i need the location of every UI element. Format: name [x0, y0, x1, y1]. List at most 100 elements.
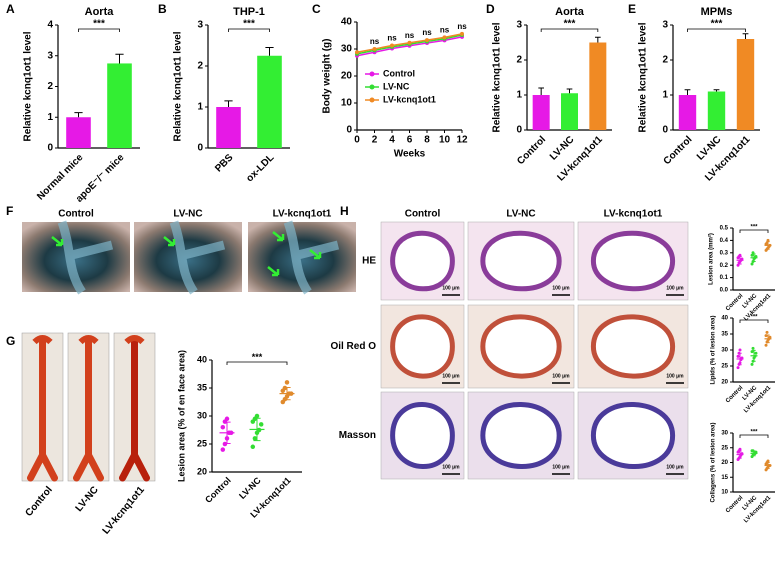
data-point [250, 444, 256, 450]
panel-letter: B [158, 2, 167, 16]
data-point [754, 351, 758, 355]
x-tick-label: Control [725, 495, 745, 515]
arrow [267, 266, 280, 277]
vessel-wall [590, 230, 676, 292]
error-bar [684, 89, 691, 95]
y-tick-label: 1 [47, 112, 53, 123]
annotation: ns [422, 28, 432, 37]
aorta [119, 336, 150, 482]
aorta-arch [32, 335, 53, 345]
y-tick-label: 20 [721, 460, 728, 466]
vessel [57, 220, 114, 295]
x-tick-label: Control [515, 134, 548, 167]
error-bar [713, 89, 720, 92]
x-tick-label: Control [725, 293, 745, 313]
significance-bracket [540, 28, 599, 32]
annotation: ns [405, 31, 415, 40]
y-axis-label: Relative kcnq1ot1 level [492, 22, 503, 132]
x-tick-label: 4 [389, 135, 395, 146]
data-point [252, 436, 258, 441]
bar [216, 107, 241, 148]
arrow [163, 236, 176, 247]
y-axis-label: Lesion area (mm²) [708, 233, 715, 285]
panel-letter: D [486, 2, 495, 16]
panel-letter: H [340, 204, 349, 218]
marker [355, 50, 359, 55]
x-tick-label: LV-NC [237, 475, 263, 501]
bar [707, 91, 726, 130]
error-bar [595, 36, 601, 43]
sd-bar [752, 253, 756, 262]
sd-bar [738, 450, 742, 459]
bar [257, 55, 282, 148]
aorta-arch [124, 335, 145, 345]
vessel [283, 220, 340, 295]
sd-bar [752, 450, 756, 457]
y-tick-label: 30 [197, 410, 207, 420]
scale-bar-label: 100 μm [442, 464, 460, 470]
y-tick-label: 0 [197, 143, 203, 154]
bar [678, 95, 697, 130]
scale-bar-label: 100 μm [666, 285, 684, 291]
y-axis-label: Lesion area (% of en face area) [176, 350, 186, 482]
data-point [738, 447, 742, 451]
significance-bracket [226, 361, 288, 365]
column-label: Control [405, 209, 441, 220]
error-bar [538, 87, 544, 95]
vessel-wall [390, 314, 455, 379]
photo-label: LV-kcnq1ot1 [101, 484, 147, 536]
chart-title: THP-1 [233, 6, 265, 18]
y-axis-label: Lipids (% of lesion area) [711, 315, 717, 384]
photo-label: LV-kcnq1ot1 [273, 209, 332, 220]
panel-letter: C [312, 2, 321, 16]
y-tick-label: 1 [197, 102, 203, 113]
significance-label: *** [93, 19, 105, 30]
error-bar [742, 33, 749, 39]
legend-marker [369, 97, 375, 103]
marker [372, 47, 377, 51]
error-bar [74, 112, 83, 118]
data-point [751, 346, 755, 350]
y-tick-label: 30 [721, 348, 728, 354]
bar [107, 63, 132, 148]
significance-label: *** [564, 19, 576, 30]
y-tick-label: 30 [341, 44, 353, 55]
y-tick-label: 2 [662, 55, 668, 66]
chart-title: MPMs [701, 6, 733, 18]
y-tick-label: 25 [721, 364, 728, 370]
y-tick-label: 0.1 [720, 275, 729, 281]
bar [561, 93, 578, 130]
significance-bracket [739, 319, 769, 323]
bar [736, 39, 755, 130]
x-tick-label: 12 [456, 135, 468, 146]
legend-marker [369, 71, 375, 77]
y-tick-label: 0.3 [720, 250, 729, 256]
arrow [51, 236, 64, 247]
legend-label: LV-NC [383, 81, 410, 91]
annotation: ns [387, 34, 397, 43]
x-axis-label: Weeks [394, 149, 426, 160]
sd-bar [738, 352, 742, 366]
y-tick-label: 2 [197, 61, 203, 72]
y-tick-label: 0 [346, 125, 352, 136]
sd-bar [738, 256, 742, 265]
y-tick-label: 20 [721, 380, 728, 386]
sd-bar [283, 386, 291, 401]
chart-title: Aorta [85, 6, 115, 18]
significance-bracket [228, 28, 270, 32]
marker [460, 31, 464, 36]
significance-bracket [739, 434, 769, 438]
data-point [768, 335, 772, 339]
y-tick-label: 35 [721, 332, 728, 338]
marker [425, 38, 429, 43]
y-tick-label: 35 [197, 382, 207, 392]
data-point [736, 366, 740, 370]
photo-label: LV-NC [74, 485, 101, 514]
panel-letter: F [6, 204, 13, 218]
y-axis-label: Relative kcnq1ot1 level [173, 31, 184, 141]
significance-label: *** [750, 225, 758, 231]
vessel-wall [390, 230, 455, 292]
aorta [73, 336, 104, 482]
error-bar [115, 53, 124, 64]
y-tick-label: 0.0 [720, 288, 729, 294]
